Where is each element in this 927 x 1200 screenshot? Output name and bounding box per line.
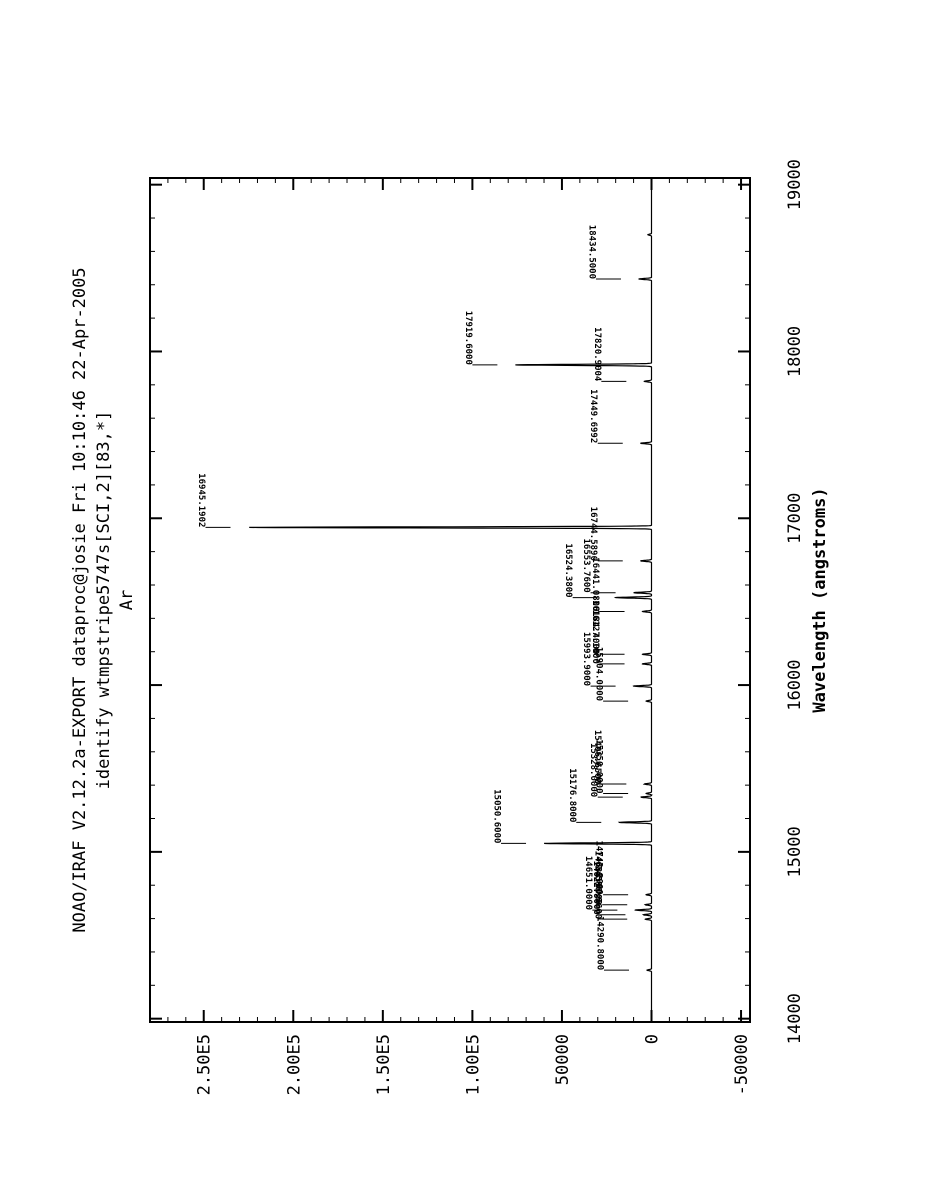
line-id-label: 16945.1902 (196, 473, 206, 527)
x-tick-label: 15000 (785, 826, 805, 877)
intensity-axis: -50000 0 50000 1.00E5 1.50E5 2.00E5 2.50E5 (167, 178, 752, 1095)
line-id-label: 15350.0000 (594, 739, 604, 793)
line-id-label: 14622.8000 (591, 861, 601, 915)
line-id-label: 17919.6000 (463, 311, 473, 365)
line-id-label: 15176.8000 (567, 768, 577, 822)
wavelength-axis: 14000 15000 16000 17000 18000 19000 (150, 159, 805, 1044)
plot-header-line3: Ar (117, 590, 137, 610)
x-axis-label: Wavelength (angstroms) (810, 487, 830, 712)
line-id-label: 14290.8000 (595, 916, 605, 970)
line-id-label: 16184.4000 (590, 600, 600, 654)
line-id-label: 14596.5600 (593, 865, 603, 919)
line-id-label: 15993.9000 (581, 632, 591, 686)
y-tick-label: -50000 (732, 1034, 752, 1095)
y-tick-label: 1.50E5 (374, 1034, 394, 1095)
line-id-label: 16744.5896 (588, 507, 598, 561)
y-tick-label: 50000 (553, 1034, 573, 1085)
line-id-label: 15328.0000 (588, 743, 598, 797)
x-tick-label: 16000 (785, 659, 805, 710)
line-id-label: 16127.1000 (590, 610, 600, 664)
line-id-label: 15050.6000 (492, 789, 502, 843)
spectrum-series (249, 184, 653, 1019)
line-id-label: 14743.2000 (594, 841, 604, 895)
plot-frame (149, 177, 751, 1023)
line-id-label: 17449.6992 (588, 389, 598, 443)
y-tick-label: 1.00E5 (463, 1034, 483, 1095)
line-id-label: 16441.0800 (590, 557, 600, 611)
line-identifications: 14290.800014596.560014622.800014651.0000… (196, 225, 630, 971)
line-id-label: 18434.5000 (586, 225, 596, 279)
line-id-label: 15406.6500 (592, 730, 602, 784)
plot-header-line1: NOAO/IRAF V2.12.2a-EXPORT dataproc@josie… (70, 267, 90, 932)
y-tick-label: 0 (642, 1034, 662, 1044)
line-id-label: 14683.0000 (593, 851, 603, 905)
y-tick-label: 2.00E5 (284, 1034, 304, 1095)
x-tick-label: 17000 (785, 493, 805, 544)
y-tick-label: 2.50E5 (195, 1034, 215, 1095)
line-id-label: 16553.7600 (581, 539, 591, 593)
x-tick-label: 14000 (785, 993, 805, 1044)
line-id-label: 16524.3800 (563, 543, 573, 597)
plot-header-line2: identify wtmpstripe5747s[SCI,2][83,*] (94, 411, 114, 790)
spectrum-line (249, 184, 653, 1019)
line-id-label: 14651.0000 (583, 856, 593, 910)
x-tick-label: 18000 (785, 326, 805, 377)
line-id-label: 15904.0000 (594, 647, 604, 701)
x-tick-label: 19000 (785, 159, 805, 210)
line-id-label: 17820.9004 (592, 327, 602, 382)
